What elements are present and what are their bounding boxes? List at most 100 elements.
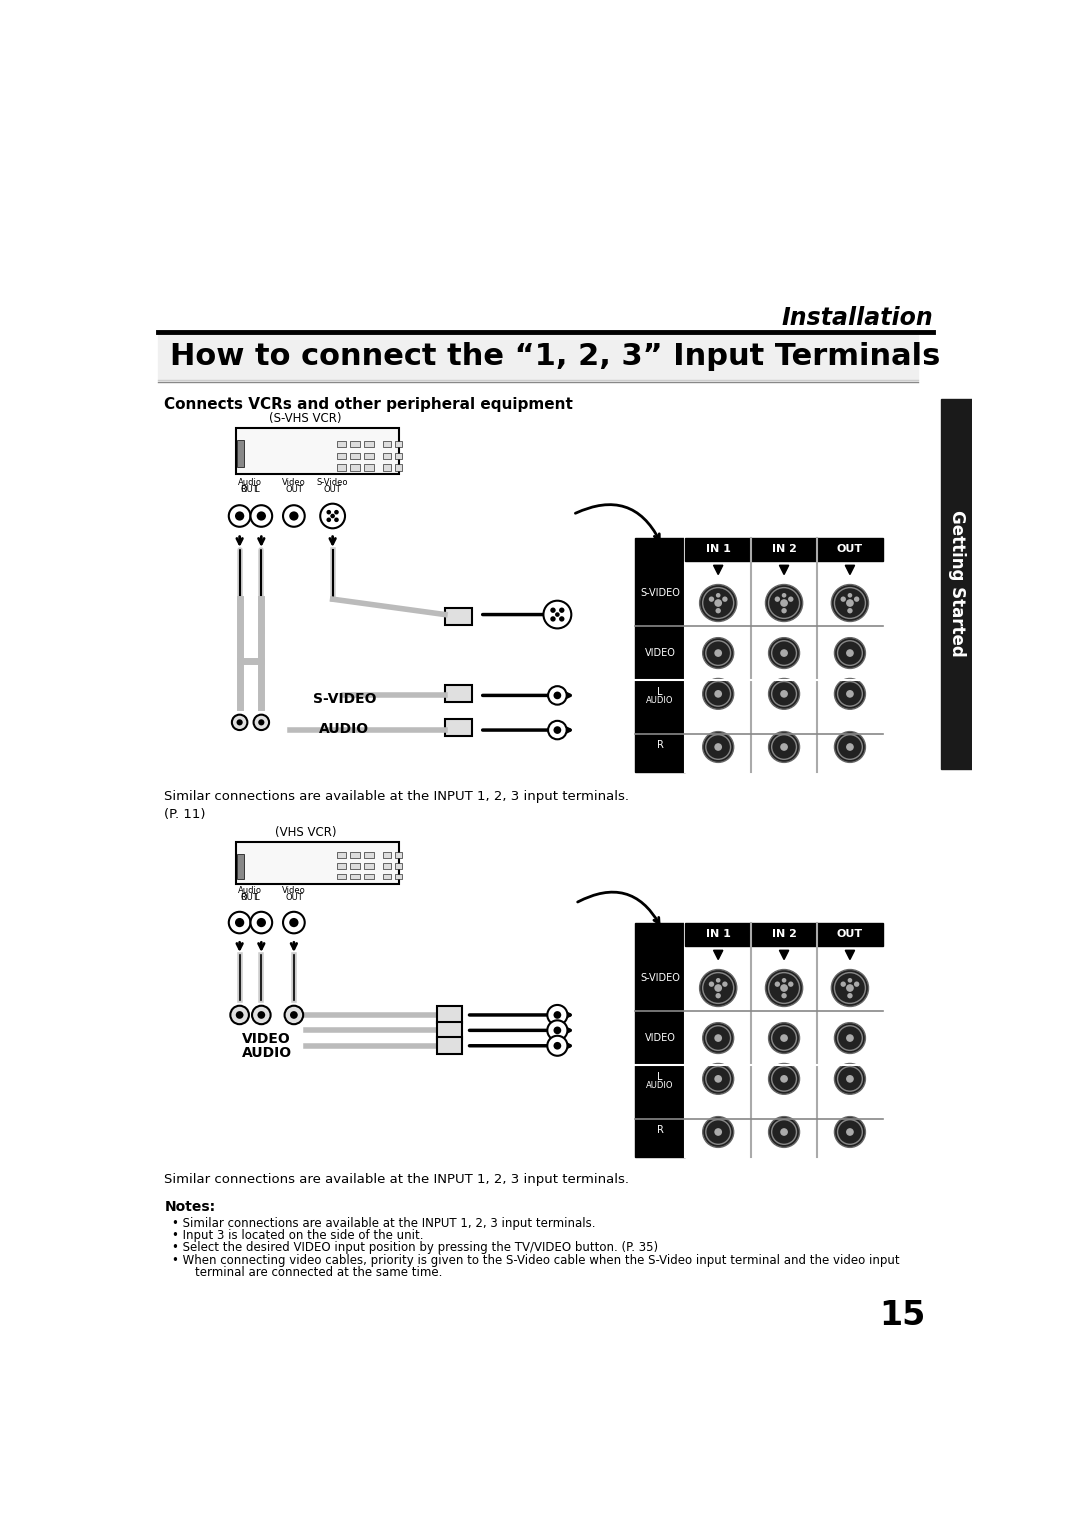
Circle shape [257,1012,266,1019]
Bar [685,923,882,946]
Circle shape [832,970,868,1007]
Circle shape [774,981,780,987]
Bar [445,720,472,736]
Circle shape [708,596,714,602]
Circle shape [835,732,865,762]
Polygon shape [780,565,788,575]
Bar [383,863,391,868]
Circle shape [846,743,854,750]
Circle shape [846,984,854,992]
Circle shape [237,720,243,726]
Bar [350,874,360,880]
Circle shape [321,504,345,529]
Circle shape [780,984,788,992]
Text: (S-VHS VCR): (S-VHS VCR) [269,413,341,425]
Circle shape [334,518,339,523]
Text: IN 2: IN 2 [771,929,797,940]
Circle shape [716,978,720,983]
Text: AUDIO: AUDIO [242,1045,292,1060]
Circle shape [714,691,723,698]
Text: 15: 15 [879,1299,926,1332]
Circle shape [548,1021,567,1041]
Circle shape [230,1005,248,1024]
Circle shape [559,616,565,622]
Text: L: L [255,484,259,494]
Bar [235,428,399,474]
Circle shape [835,1022,865,1053]
Text: AUDIO: AUDIO [646,1082,674,1091]
Circle shape [769,1022,799,1053]
Text: R: R [241,484,246,494]
Circle shape [235,1012,243,1019]
Circle shape [781,993,786,998]
Bar [635,923,685,1157]
Circle shape [703,732,733,762]
Circle shape [766,585,802,622]
Circle shape [715,993,721,998]
Bar [383,452,391,458]
Circle shape [782,978,786,983]
Circle shape [835,1117,865,1148]
Bar [364,863,374,868]
Circle shape [780,599,788,607]
Bar [635,538,685,773]
Bar [350,442,360,448]
Bar [235,842,399,885]
Circle shape [715,608,721,613]
Circle shape [232,715,247,730]
Circle shape [840,596,846,602]
Text: • Select the desired VIDEO input position by pressing the TV/VIDEO button. (P. 3: • Select the desired VIDEO input positio… [172,1241,659,1254]
Circle shape [774,596,780,602]
Text: R: R [241,892,246,902]
Bar [350,863,360,868]
Text: OUT: OUT [241,892,258,902]
Bar [350,452,360,458]
Circle shape [283,912,305,934]
Text: How to connect the “1, 2, 3” Input Terminals: How to connect the “1, 2, 3” Input Termi… [170,342,941,371]
Circle shape [846,1128,854,1135]
Circle shape [251,506,272,527]
Circle shape [769,637,799,668]
Circle shape [548,1036,567,1056]
Circle shape [554,1042,562,1050]
Text: Audio: Audio [238,886,261,895]
Text: VIDEO: VIDEO [645,1033,675,1044]
Circle shape [258,720,265,726]
Bar [364,452,374,458]
Bar [394,465,403,471]
Text: S-Video: S-Video [316,478,349,487]
Text: OUT: OUT [837,544,863,555]
Bar [437,1038,462,1054]
Text: IN 2: IN 2 [771,544,797,555]
Circle shape [781,608,786,613]
Circle shape [330,513,335,518]
Circle shape [780,743,788,750]
Circle shape [846,649,854,657]
Circle shape [251,912,272,934]
Circle shape [555,613,559,617]
Circle shape [835,1063,865,1094]
Circle shape [543,601,571,628]
Bar [685,923,882,1157]
Circle shape [847,993,852,998]
Text: Similar connections are available at the INPUT 1, 2, 3 input terminals.: Similar connections are available at the… [164,1174,630,1186]
Circle shape [554,726,562,733]
Bar [350,853,360,857]
Text: Installation: Installation [782,306,933,330]
Circle shape [284,1005,303,1024]
Circle shape [703,637,733,668]
Circle shape [780,649,788,657]
Circle shape [848,978,852,983]
Text: Similar connections are available at the INPUT 1, 2, 3 input terminals.
(P. 11): Similar connections are available at the… [164,790,630,821]
Circle shape [283,506,305,527]
Circle shape [708,981,714,987]
Bar [383,874,391,880]
Bar [337,452,346,458]
Bar [337,465,346,471]
Circle shape [235,512,244,521]
Text: S-VIDEO: S-VIDEO [640,973,680,983]
Circle shape [848,593,852,597]
Circle shape [257,512,266,521]
Circle shape [289,918,298,927]
Bar [394,442,403,448]
